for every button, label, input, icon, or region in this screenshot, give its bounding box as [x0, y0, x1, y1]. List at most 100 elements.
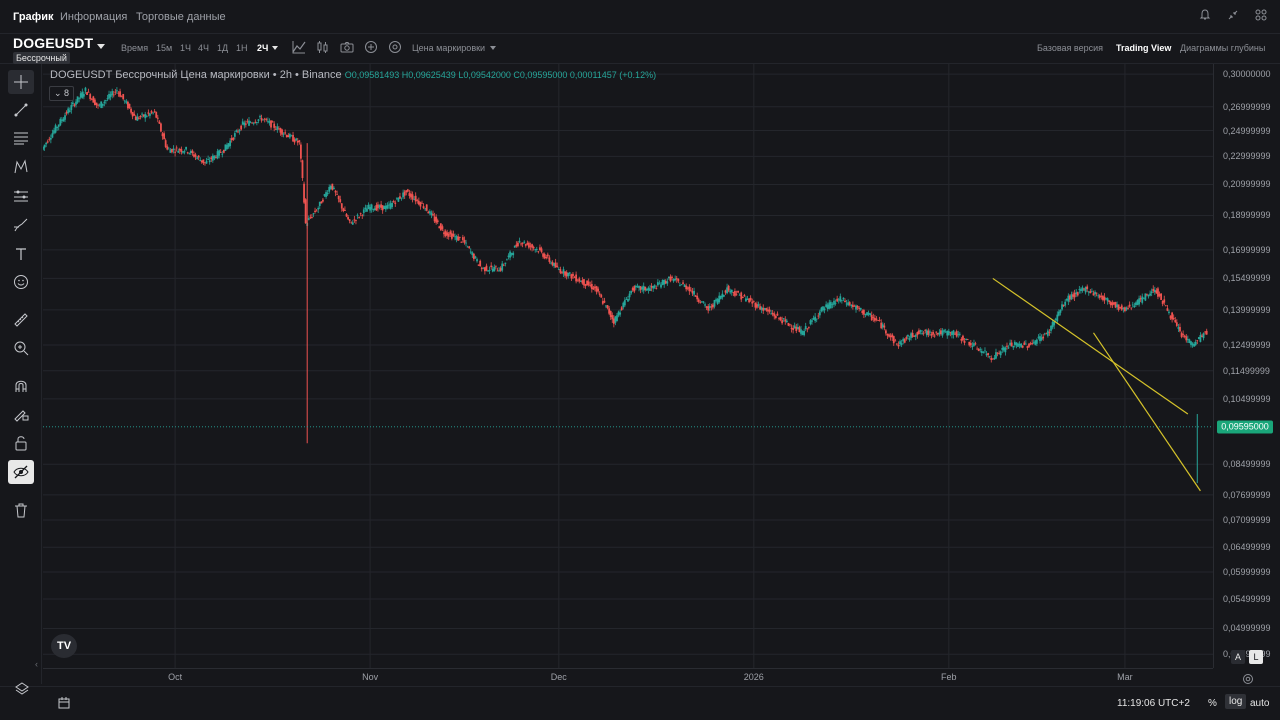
candle-up [1046, 330, 1049, 336]
candle-down [1160, 293, 1163, 300]
candle-up [1013, 341, 1016, 345]
time-label[interactable]: Время [121, 43, 149, 53]
grid-icon[interactable] [1254, 8, 1268, 22]
candle-down [620, 307, 623, 311]
interval-4h[interactable]: 4Ч [198, 43, 210, 53]
mode-depth-chart[interactable]: Диаграммы глубины [1180, 43, 1266, 53]
candle-up [167, 148, 170, 150]
candle-down [922, 332, 925, 334]
interval-1w[interactable]: 1Н [236, 43, 248, 53]
clock-timezone[interactable]: 11:19:06 UTC+2 [1117, 698, 1190, 709]
mode-trading-view[interactable]: Trading View [1116, 43, 1172, 53]
hide-icon[interactable] [8, 460, 34, 484]
tab-trading-data[interactable]: Торговые данные [136, 11, 226, 23]
auto-scale-a-button[interactable]: A [1231, 650, 1245, 664]
candle-up [255, 122, 258, 124]
indicators-icon[interactable] [292, 40, 306, 54]
interval-15m[interactable]: 15м [156, 43, 173, 53]
tab-info[interactable]: Информация [60, 11, 128, 23]
tab-chart[interactable]: График [13, 11, 54, 23]
candle-down [1158, 293, 1161, 296]
candle-down [377, 204, 379, 209]
brush-icon[interactable] [8, 213, 34, 237]
candle-up [951, 331, 953, 336]
candle-down [340, 203, 343, 209]
fib-icon[interactable] [8, 126, 34, 150]
candle-up [67, 108, 70, 113]
candle-down [1108, 300, 1111, 302]
candle-down [768, 309, 771, 312]
trendline-icon[interactable] [8, 98, 34, 122]
layers-icon[interactable] [14, 681, 30, 697]
gear-icon[interactable] [1242, 672, 1254, 684]
candle-down [263, 118, 266, 120]
add-icon[interactable] [364, 40, 378, 54]
candle-down [274, 128, 277, 130]
lock-icon[interactable] [8, 431, 34, 455]
candle-down [320, 201, 323, 204]
candle-down [520, 243, 522, 245]
candle-up [1009, 342, 1012, 346]
price-axis[interactable]: 0,30000000 0,26999999 0,24999999 0,22999999… [1213, 64, 1280, 668]
candle-down [878, 319, 881, 321]
lock-draw-icon[interactable] [8, 402, 34, 426]
mode-basic[interactable]: Базовая версия [1037, 43, 1103, 53]
candle-up [579, 281, 582, 282]
log-scale-button[interactable]: log [1225, 694, 1247, 709]
candle-up [211, 155, 214, 161]
candle-down [751, 301, 754, 304]
interval-2h[interactable]: 2Ч [257, 43, 269, 53]
chart-type-icon[interactable] [316, 40, 330, 54]
time-axis[interactable]: Oct Nov Dec 2026 Feb Mar [43, 668, 1213, 686]
text-icon[interactable] [8, 242, 34, 266]
candle-up [674, 278, 677, 281]
candle-down [93, 99, 96, 106]
candle-down [1171, 312, 1174, 320]
candle-up [718, 295, 721, 303]
date-range-icon[interactable] [57, 696, 71, 710]
candle-down [737, 290, 739, 293]
auto-scale-button[interactable]: auto [1250, 698, 1270, 709]
interval-1d[interactable]: 1Д [217, 43, 229, 53]
candle-down [1157, 288, 1159, 297]
zoom-icon[interactable] [8, 336, 34, 360]
log-scale-l-button[interactable]: L [1249, 650, 1263, 664]
interval-1h[interactable]: 1Ч [180, 43, 192, 53]
settings-icon[interactable] [388, 40, 402, 54]
tradingview-logo[interactable]: TV [51, 634, 77, 658]
candle-up [169, 149, 172, 153]
candle-down [449, 231, 452, 235]
camera-icon[interactable] [340, 40, 354, 54]
symbol-name[interactable]: DOGEUSDT [13, 35, 94, 51]
chart-canvas[interactable] [42, 64, 1213, 668]
crosshair-icon[interactable] [8, 70, 34, 94]
ruler-icon[interactable] [8, 308, 34, 332]
price-type-dropdown-icon[interactable] [490, 46, 496, 50]
candle-up [238, 130, 241, 132]
emoji-icon[interactable] [8, 270, 34, 294]
pattern-icon[interactable] [8, 155, 34, 179]
candle-down [724, 290, 727, 293]
price-type-select[interactable]: Цена маркировки [412, 43, 486, 53]
candle-up [1186, 338, 1189, 340]
collapse-toolbar-icon[interactable]: ‹ [35, 659, 38, 669]
indicators-toggle[interactable]: ⌄ 8 [49, 86, 75, 101]
candle-up [42, 146, 44, 150]
symbol-dropdown-icon[interactable] [97, 44, 105, 49]
candle-down [977, 348, 980, 352]
candle-up [947, 330, 950, 336]
projection-icon[interactable] [8, 184, 34, 208]
candle-down [896, 343, 898, 345]
trash-icon[interactable] [8, 498, 34, 522]
price-chart[interactable] [42, 64, 1213, 668]
magnet-icon[interactable] [8, 374, 34, 398]
percent-scale-button[interactable]: % [1208, 698, 1217, 709]
candle-down [156, 117, 159, 119]
interval-dropdown-icon[interactable] [272, 46, 278, 50]
candle-down [1128, 304, 1131, 307]
collapse-icon[interactable] [1226, 8, 1240, 22]
candle-down [355, 219, 357, 221]
candle-up [249, 122, 252, 124]
bell-icon[interactable] [1198, 8, 1212, 22]
candle-up [295, 138, 298, 141]
